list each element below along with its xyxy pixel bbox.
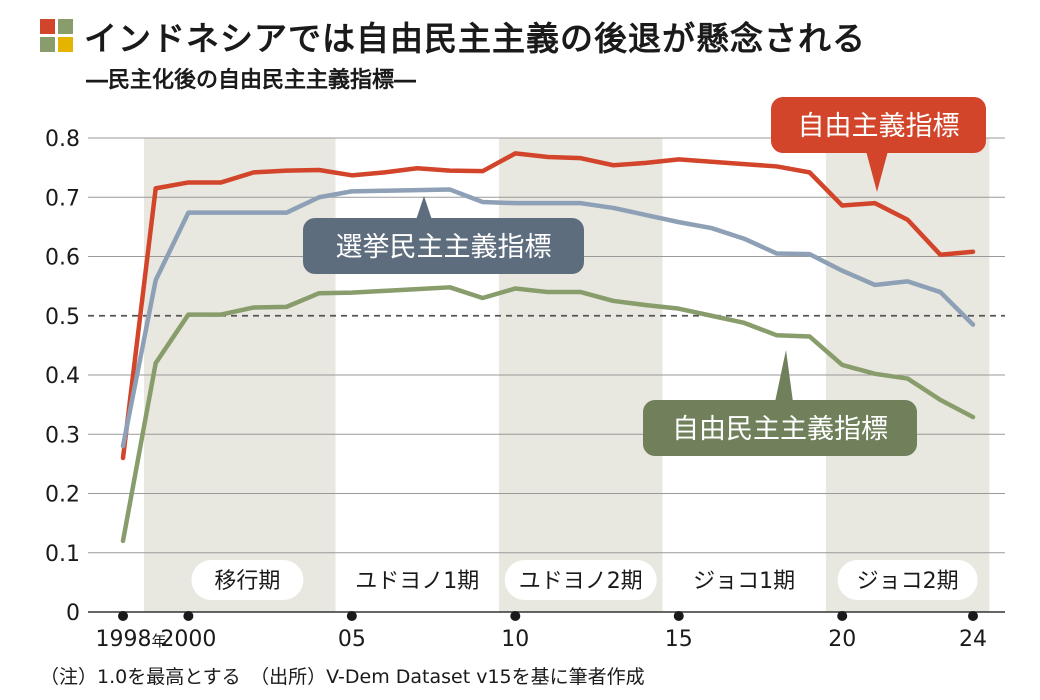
callout-pointer [416, 196, 432, 220]
period-pill [676, 560, 813, 600]
y-tick-label: 0.2 [45, 483, 80, 508]
callout-label: 自由主義指標 [798, 111, 960, 142]
callout-electoral: 選挙民主主義指標 [303, 196, 584, 274]
callout-label: 自由民主主義指標 [672, 414, 888, 445]
chart-title: インドネシアでは自由民主主義の後退が懸念される [84, 19, 866, 58]
title-row: インドネシアでは自由民主主義の後退が懸念される [40, 12, 866, 60]
x-tick-label: 1998年 [95, 627, 166, 652]
y-tick-label: 0 [66, 601, 80, 626]
x-tick-dot [346, 611, 357, 621]
y-tick-label: 0.8 [45, 127, 80, 152]
x-tick-label: 10 [501, 627, 529, 652]
x-tick-dot [183, 611, 194, 621]
source-note: （注）1.0を最高とする （出所）V-Dem Dataset v15を基に筆者作… [40, 666, 645, 688]
callout-pointer [775, 350, 793, 402]
x-tick-suffix: 年 [151, 632, 166, 650]
logo-square-green-a [58, 19, 73, 34]
x-tick-label: 24 [959, 627, 987, 652]
period-label-2: ユドヨノ2期 [504, 560, 657, 600]
period-label-0: 移行期 [191, 560, 304, 600]
period-label-text: ユドヨノ1期 [355, 569, 479, 594]
callout-liberal-democracy: 自由民主主義指標 [643, 350, 917, 456]
callout-box [643, 400, 917, 456]
x-tick-label: 15 [665, 627, 693, 652]
logo-squares-icon [40, 19, 74, 53]
period-label-1: ユドヨノ1期 [341, 560, 494, 600]
callout-pointer [866, 151, 888, 192]
period-pill [504, 560, 657, 600]
chart-subtitle: ―民主化後の自由民主主義指標― [86, 68, 417, 93]
y-tick-label: 0.4 [45, 364, 80, 389]
logo-square-yellow [58, 37, 73, 52]
period-pill [191, 560, 304, 600]
y-tick-label: 0.3 [45, 423, 80, 448]
period-label-4: ジョコ2期 [837, 560, 978, 600]
period-label-text: ユドヨノ2期 [519, 569, 643, 594]
y-tick-label: 0.5 [45, 305, 80, 330]
x-tick-dot [118, 611, 128, 621]
logo-square-red [40, 19, 55, 34]
period-label-3: ジョコ1期 [676, 560, 813, 600]
y-tick-label: 0.6 [45, 246, 80, 271]
callout-box [771, 97, 986, 153]
callout-box [303, 218, 584, 274]
x-tick-dot [673, 611, 684, 621]
x-tick-dot [510, 611, 521, 621]
period-label-text: ジョコ1期 [693, 569, 795, 594]
period-label-text: 移行期 [214, 569, 280, 594]
logo-square-green-b [40, 37, 55, 52]
x-tick-dot [837, 611, 848, 621]
period-pill [341, 560, 494, 600]
period-label-text: ジョコ2期 [857, 569, 959, 594]
x-tick-dot [968, 611, 978, 621]
series-line-liberal_democracy [120, 285, 976, 544]
y-tick-label: 0.1 [45, 542, 80, 567]
callout-liberal: 自由主義指標 [771, 97, 986, 192]
series-line-electoral [120, 187, 976, 449]
y-tick-label: 0.7 [45, 186, 80, 211]
period-pill [837, 560, 978, 600]
x-tick-label: 05 [338, 627, 366, 652]
series-line-liberal [120, 151, 976, 461]
x-tick-label: 2000 [160, 627, 216, 652]
callout-label: 選挙民主主義指標 [336, 232, 552, 263]
x-tick-label: 20 [828, 627, 856, 652]
